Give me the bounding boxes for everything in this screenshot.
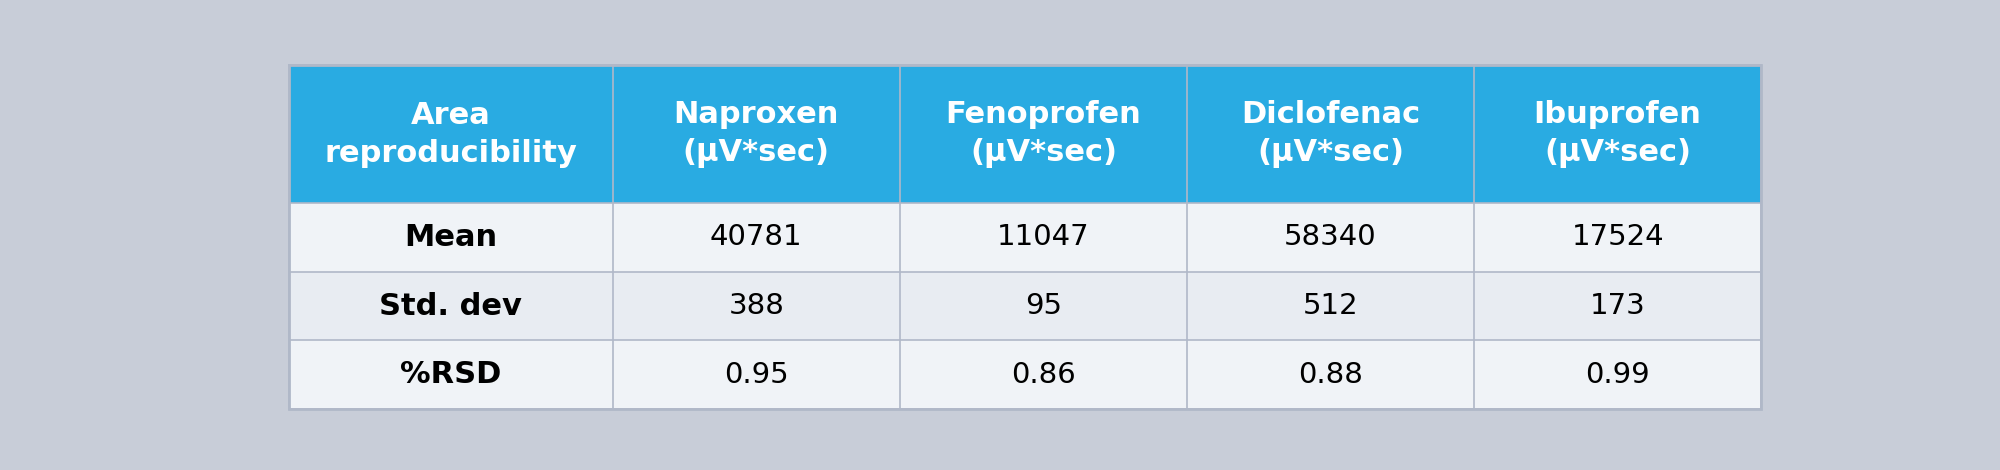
Text: 11047: 11047 bbox=[998, 223, 1090, 251]
Bar bbox=[1474, 65, 1762, 203]
Text: 0.95: 0.95 bbox=[724, 361, 788, 389]
Text: 17524: 17524 bbox=[1572, 223, 1664, 251]
Text: %RSD: %RSD bbox=[400, 360, 502, 389]
Text: Fenoprofen
(μV*sec): Fenoprofen (μV*sec) bbox=[946, 100, 1142, 168]
Bar bbox=[1474, 272, 1762, 340]
Bar bbox=[900, 272, 1186, 340]
Text: 0.99: 0.99 bbox=[1586, 361, 1650, 389]
Text: 58340: 58340 bbox=[1284, 223, 1376, 251]
Text: Area
reproducibility: Area reproducibility bbox=[324, 101, 578, 168]
Text: 512: 512 bbox=[1302, 292, 1358, 320]
Bar bbox=[900, 65, 1186, 203]
Text: Ibuprofen
(μV*sec): Ibuprofen (μV*sec) bbox=[1534, 100, 1702, 168]
Bar bbox=[612, 272, 900, 340]
Bar bbox=[288, 65, 612, 203]
Bar bbox=[288, 340, 612, 409]
Text: 173: 173 bbox=[1590, 292, 1646, 320]
Text: 0.88: 0.88 bbox=[1298, 361, 1362, 389]
Text: 40781: 40781 bbox=[710, 223, 802, 251]
Text: 95: 95 bbox=[1024, 292, 1062, 320]
Text: 388: 388 bbox=[728, 292, 784, 320]
Text: 0.86: 0.86 bbox=[1012, 361, 1076, 389]
Bar bbox=[288, 203, 612, 272]
Bar bbox=[1474, 203, 1762, 272]
Text: Mean: Mean bbox=[404, 223, 498, 252]
Bar bbox=[1474, 340, 1762, 409]
Text: Std. dev: Std. dev bbox=[380, 291, 522, 321]
Bar bbox=[288, 272, 612, 340]
Bar bbox=[612, 203, 900, 272]
Bar bbox=[1186, 340, 1474, 409]
Bar bbox=[612, 65, 900, 203]
Text: Diclofenac
(μV*sec): Diclofenac (μV*sec) bbox=[1240, 100, 1420, 168]
Bar bbox=[900, 340, 1186, 409]
Text: Naproxen
(μV*sec): Naproxen (μV*sec) bbox=[674, 100, 838, 168]
Bar bbox=[900, 203, 1186, 272]
Bar bbox=[612, 340, 900, 409]
Bar bbox=[1186, 272, 1474, 340]
Bar bbox=[1186, 203, 1474, 272]
Bar bbox=[1186, 65, 1474, 203]
